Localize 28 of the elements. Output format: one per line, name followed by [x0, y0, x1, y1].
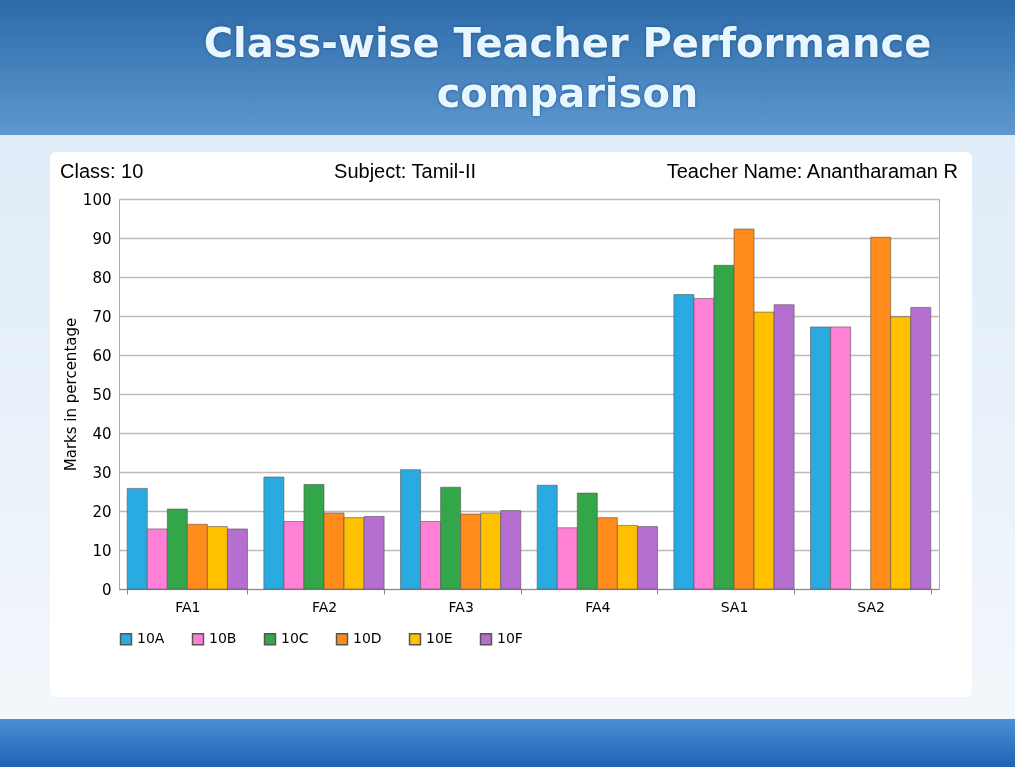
y-tick-label: 70	[92, 307, 112, 326]
y-tick-label: 10	[92, 541, 112, 560]
x-tick-label: SA2	[857, 598, 885, 615]
y-tick-label: 60	[92, 346, 112, 365]
legend-label: 10B	[209, 630, 237, 647]
legend-label: 10E	[426, 630, 453, 647]
y-tick-label: 90	[92, 229, 112, 248]
x-tick-label: FA2	[311, 598, 338, 615]
y-tick-label: 50	[92, 385, 112, 404]
text: Teacher Name: Anantharaman R	[666, 160, 958, 183]
y-axis-title: Marks in percentage	[61, 317, 80, 472]
text: Subject: Tamil-II	[334, 160, 476, 183]
legend-label: 10A	[137, 630, 165, 647]
x-tick-label: FA4	[585, 598, 611, 615]
legend-label: 10F	[497, 630, 523, 647]
y-tick-label: 0	[101, 580, 112, 599]
y-tick-label: 100	[82, 190, 112, 209]
y-tick-label: 20	[92, 502, 112, 521]
text: Class: 10	[60, 160, 144, 183]
x-tick-label: SA1	[720, 598, 749, 615]
y-tick-label: 40	[92, 424, 112, 443]
y-tick-label: 30	[92, 463, 112, 482]
x-tick-label: FA3	[448, 598, 474, 615]
x-tick-label: FA1	[175, 598, 201, 615]
legend-label: 10C	[281, 630, 309, 647]
y-tick-label: 80	[92, 268, 112, 287]
chart-title: Class-wise Teacher Performance comparison	[202, 18, 933, 118]
legend-label: 10D	[353, 630, 382, 647]
